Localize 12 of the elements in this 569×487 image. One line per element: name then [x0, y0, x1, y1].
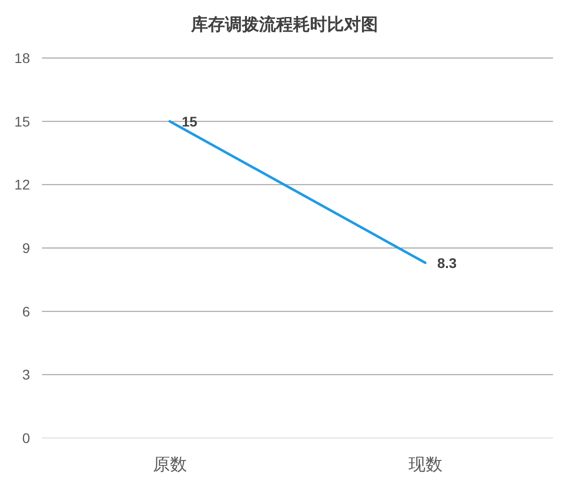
x-tick-label: 原数: [152, 455, 187, 474]
y-tick-label: 3: [22, 366, 30, 383]
x-tick-label: 现数: [408, 455, 442, 474]
y-tick-label: 12: [14, 176, 30, 193]
y-tick-label: 6: [22, 303, 30, 320]
chart-title: 库存调拨流程耗时比对图: [190, 15, 378, 34]
data-label: 8.3: [437, 254, 457, 271]
y-tick-label: 18: [14, 50, 30, 66]
y-tick-label: 9: [22, 240, 30, 256]
y-tick-label: 15: [14, 113, 30, 130]
y-tick-label: 0: [22, 430, 30, 446]
data-label: 15: [182, 113, 198, 130]
